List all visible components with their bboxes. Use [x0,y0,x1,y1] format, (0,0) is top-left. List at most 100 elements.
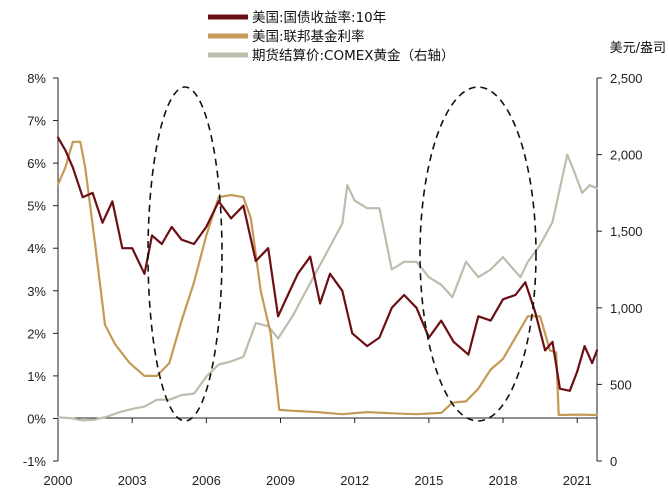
series-0-point [351,332,354,335]
series-2-point [193,392,195,395]
series-0-point [91,192,94,194]
x-tick-label: 2018 [489,473,518,488]
x-tick-label: 2012 [340,473,369,488]
series-1-point [539,315,541,318]
series-2-point [378,207,381,210]
series-0-point [160,243,163,245]
series-0-point [242,204,245,207]
series-0-point [489,319,492,322]
series-1-point [205,234,208,237]
series-2-point [304,291,307,294]
series-1-point [489,368,492,371]
x-tick-label: 2006 [192,473,221,488]
series-2-point [242,355,245,358]
series-1-point [79,140,82,143]
left-tick-label: 1% [27,369,46,384]
series-1-point [440,412,443,414]
series-2-point [94,418,96,421]
x-tick-label: 2015 [414,473,443,488]
series-1-point [64,166,67,169]
series-1-point [180,319,183,322]
series-2-point [588,184,591,187]
series-2-point [205,375,208,378]
series-0-point [57,136,59,139]
left-tick-label: 5% [27,199,46,214]
series-0-point [230,217,233,220]
series-1-point [104,323,106,326]
series-2-point [390,268,393,271]
series-2-point [415,260,418,263]
series-2-point [81,419,84,422]
series-2-point [180,394,183,396]
legend-label-gold: 期货结算价:COMEX黄金（右轴） [252,47,455,64]
series-1-point [143,375,146,377]
series-0-point [131,247,134,250]
series-0-point [514,294,517,296]
series-1-point [557,414,560,416]
series-line-0 [56,136,599,392]
series-0-point [415,306,418,309]
series-2-point [131,408,134,410]
series-2-point [489,268,492,271]
right-tick-label: 500 [610,377,632,392]
series-0-point [329,272,331,275]
series-0-point [591,362,593,364]
series-1-point [292,409,294,412]
series-1-point [230,194,233,196]
series-0-point [477,315,480,318]
series-1-point [366,411,368,413]
series-2-point [366,207,368,210]
series-line-2 [56,153,599,422]
annotation-ellipse-2017 [419,86,537,422]
series-1-point [576,413,579,416]
series-1-point [71,140,74,143]
series-2-point [316,268,319,271]
series-0-point [534,311,537,313]
left-tick-label: -1% [23,454,47,469]
series-0-point [277,315,279,318]
series-1-point [84,166,87,169]
series-2-point [69,417,72,419]
x-tick-label: 2000 [44,473,73,488]
series-0-point [559,387,561,390]
series-0-point [121,247,124,250]
series-2-point [403,260,405,263]
series-1-point [555,351,558,354]
series-1-point [114,343,116,345]
series-0-point [341,289,344,292]
series-layer [56,136,599,422]
left-tick-label: 0% [27,411,46,426]
series-0-point [111,200,114,203]
series-0-point [217,200,220,203]
x-tick-label: 2003 [118,473,147,488]
series-0-point [583,345,586,347]
series-0-point [180,238,183,241]
series-2-point [143,405,146,408]
annotation-ellipse-2005 [147,86,223,422]
series-0-point [71,166,74,169]
right-tick-label: 2,000 [610,148,643,163]
series-0-point [403,294,405,296]
series-0-point [378,336,381,339]
series-1-point [341,413,344,416]
series-1-point [316,411,319,413]
series-0-point [596,349,598,352]
series-0-point [193,243,195,245]
series-2-point [254,322,257,324]
series-1-point [168,362,171,364]
series-0-point [467,353,470,356]
series-2-point [341,222,344,225]
series-0-point [366,345,368,347]
series-1-point [514,336,517,339]
series-1-point [415,413,418,416]
series-2-point [566,153,569,156]
series-2-point [581,192,584,194]
x-axis-ticks: 2000 2003 2006 2009 2012 2015 2018 2021 [44,418,592,488]
series-2-point [519,276,522,279]
series-1-point [94,243,96,245]
left-tick-label: 6% [27,156,46,171]
series-2-point [168,398,171,401]
series-0-point [81,196,84,199]
series-0-point [568,389,571,392]
